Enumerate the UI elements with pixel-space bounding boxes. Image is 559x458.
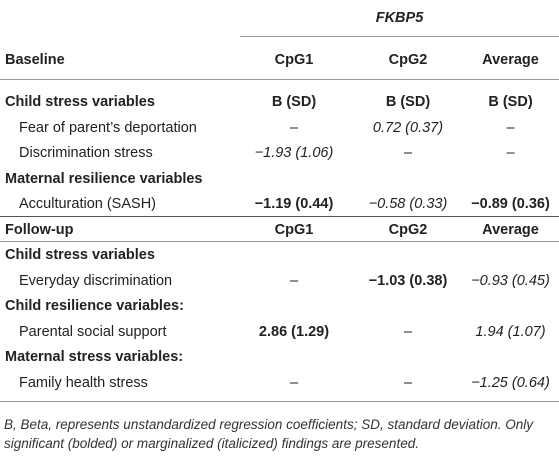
section-label: Child stress variables <box>5 247 155 263</box>
section-label: Maternal resilience variables <box>5 170 203 187</box>
col-header-cpg2: CpG2 <box>388 222 428 238</box>
gene-header: FKBP5 <box>375 10 424 26</box>
cell-average: – <box>506 145 515 161</box>
cell-cpg1: B (SD) <box>271 94 317 110</box>
row-label: Fear of parent’s deportation <box>19 119 197 136</box>
bottom-rule <box>0 401 559 402</box>
cell-average: −0.89 (0.36) <box>471 196 550 212</box>
col-header-average: Average <box>482 222 539 238</box>
section-rule <box>0 216 559 217</box>
col-header-cpg1: CpG1 <box>274 52 314 68</box>
cell-average: 1.94 (1.07) <box>475 323 546 340</box>
row-label: Everyday discrimination <box>19 272 173 289</box>
row-label: Family health stress <box>19 374 148 391</box>
cell-cpg2: – <box>403 374 413 391</box>
row-label: Acculturation (SASH) <box>19 196 156 212</box>
cell-cpg2: 0.72 (0.37) <box>372 119 444 136</box>
header-rule <box>0 79 559 80</box>
cell-cpg1: – <box>289 374 299 391</box>
cell-average: – <box>506 119 515 136</box>
col-header-cpg1: CpG1 <box>274 222 314 238</box>
cell-cpg2: B (SD) <box>385 94 431 110</box>
table-footnote: B, Beta, represents unstandardized regre… <box>4 417 534 451</box>
cell-cpg1: −1.19 (0.44) <box>254 196 334 212</box>
cell-average: B (SD) <box>488 94 533 110</box>
section-label: Child resilience variables: <box>5 298 184 314</box>
row-label: Parental social support <box>19 323 167 340</box>
cell-cpg2: – <box>403 323 413 340</box>
section-label: Maternal stress variables: <box>5 349 184 365</box>
row-label: Discrimination stress <box>19 145 153 161</box>
cell-cpg2: −0.58 (0.33) <box>368 196 448 212</box>
col-header-average: Average <box>482 52 539 68</box>
cell-average: −1.25 (0.64) <box>471 374 550 391</box>
baseline-label: Baseline <box>5 52 65 68</box>
followup-header-rule <box>0 241 559 242</box>
followup-label: Follow-up <box>5 222 74 238</box>
gene-header-rule <box>240 36 559 37</box>
cell-cpg2: – <box>403 145 413 161</box>
col-header-cpg2: CpG2 <box>388 52 428 68</box>
section-label: Child stress variables <box>5 94 155 110</box>
cell-cpg2: −1.03 (0.38) <box>368 272 448 289</box>
cell-cpg1: – <box>289 272 299 289</box>
cell-cpg1: 2.86 (1.29) <box>258 323 330 340</box>
cell-cpg1: −1.93 (1.06) <box>254 145 334 161</box>
cell-cpg1: – <box>289 119 299 136</box>
cell-average: −0.93 (0.45) <box>471 272 550 289</box>
